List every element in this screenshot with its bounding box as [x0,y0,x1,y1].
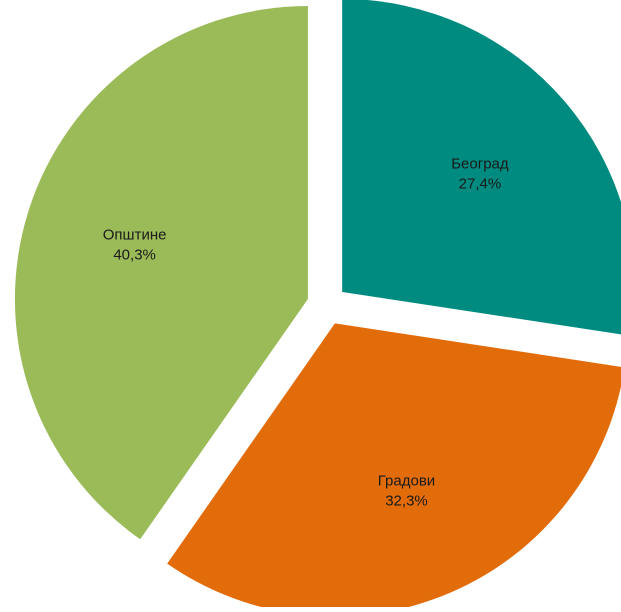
slice-label: Градови [378,472,435,489]
pie-slice-2 [167,323,621,612]
pie-slice-1 [342,0,621,335]
slice-value-label: 27,4% [459,176,502,193]
pie-data-labels: Београд 27,4% Градови 32,3% Општине 40,3% [103,156,509,510]
slice-value-label: 40,3% [113,246,156,263]
pie-slices [14,0,621,612]
slice-label: Општине [103,226,167,243]
slice-value-label: 32,3% [385,492,428,509]
pie-slice-3 [14,5,308,540]
slice-label: Београд [451,156,509,173]
